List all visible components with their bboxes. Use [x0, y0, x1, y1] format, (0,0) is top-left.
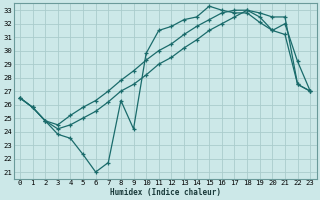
X-axis label: Humidex (Indice chaleur): Humidex (Indice chaleur) [109, 188, 220, 197]
